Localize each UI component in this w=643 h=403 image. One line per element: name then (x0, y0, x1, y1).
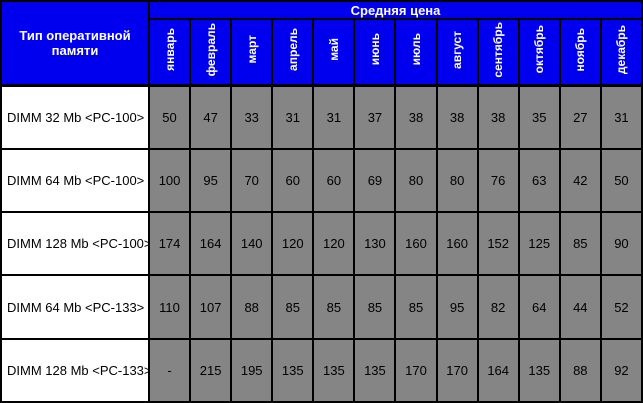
price-cell: 164 (189, 211, 233, 277)
price-cell: 76 (476, 147, 520, 214)
price-cell: 47 (189, 84, 233, 150)
price-cell: 85 (312, 274, 356, 340)
price-cell: 164 (476, 337, 520, 403)
month-header-label: ноябрь (573, 27, 588, 72)
price-cell: 60 (312, 147, 356, 214)
ram-type-cell: DIMM 32 Mb <PC-100> (0, 84, 150, 150)
ram-type-cell: DIMM 128 Mb <PC-133> (0, 337, 150, 403)
price-cell: 160 (394, 211, 438, 277)
price-cell: 95 (189, 147, 233, 214)
price-cell: 60 (271, 147, 315, 214)
price-cell: 69 (353, 147, 397, 214)
price-cell: 160 (435, 211, 479, 277)
price-cell: - (147, 337, 192, 403)
price-cell: 42 (558, 147, 602, 214)
price-cell: 107 (189, 274, 233, 340)
price-cell: 152 (476, 211, 520, 277)
price-cell: 38 (476, 84, 520, 150)
price-cell: 80 (435, 147, 479, 214)
price-cell: 110 (147, 274, 192, 340)
month-header: март (230, 18, 274, 87)
table-row: DIMM 64 Mb <PC-100> 100 95 70 60 60 69 80 80 76 63… (0, 147, 643, 214)
month-header: октябрь (517, 18, 561, 87)
price-cell: 82 (476, 274, 520, 340)
price-cell: 170 (435, 337, 479, 403)
price-cell: 215 (189, 337, 233, 403)
price-cell: 31 (271, 84, 315, 150)
ram-type-cell: DIMM 64 Mb <PC-133> (0, 274, 150, 340)
price-cell: 50 (147, 84, 192, 150)
month-header-label: декабрь (614, 24, 629, 75)
price-cell: 35 (517, 84, 561, 150)
month-header-row: январь февраль март апрель май июнь июль август… (1, 18, 643, 87)
price-cell: 85 (394, 274, 438, 340)
price-cell: 85 (271, 274, 315, 340)
month-header-label: март (244, 35, 259, 64)
price-cell: 135 (517, 337, 561, 403)
price-cell: 120 (271, 211, 315, 277)
price-cell: 195 (230, 337, 274, 403)
average-price-header: Средняя цена (148, 0, 643, 20)
price-cell: 52 (599, 274, 643, 340)
price-cell: 85 (353, 274, 397, 340)
price-cell: 95 (435, 274, 479, 340)
month-header-label: май (326, 38, 341, 61)
month-header: январь (147, 18, 192, 87)
price-cell: 38 (435, 84, 479, 150)
price-cell: 50 (599, 147, 643, 214)
table-row: DIMM 128 Mb <PC-100> 174 164 140 120 120 130 16… (0, 211, 643, 277)
month-header: ноябрь (558, 18, 602, 87)
price-cell: 31 (599, 84, 643, 150)
month-header-label: февраль (203, 22, 218, 77)
price-cell: 135 (353, 337, 397, 403)
month-header: июль (394, 18, 438, 87)
price-cell: 31 (312, 84, 356, 150)
month-header: июнь (353, 18, 397, 87)
price-cell: 88 (230, 274, 274, 340)
month-header: апрель (271, 18, 315, 87)
table-row: DIMM 64 Mb <PC-133> 110 107 88 85 85 85 85 95 82 6… (0, 274, 643, 340)
price-cell: 174 (147, 211, 192, 277)
month-header: май (312, 18, 356, 87)
price-cell: 88 (558, 337, 602, 403)
month-header: февраль (189, 18, 233, 87)
table-row: DIMM 32 Mb <PC-100> 50 47 33 31 31 37 38 38 38 35 2… (0, 84, 643, 150)
price-cell: 70 (230, 147, 274, 214)
month-header-label: октябрь (532, 25, 547, 74)
month-header-label: июль (409, 33, 423, 66)
month-header-label: январь (162, 28, 177, 71)
price-cell: 100 (147, 147, 192, 214)
month-header-label: апрель (285, 28, 300, 71)
ram-type-cell: DIMM 64 Mb <PC-100> (0, 147, 150, 214)
price-cell: 33 (230, 84, 274, 150)
price-cell: 120 (312, 211, 356, 277)
price-cell: 130 (353, 211, 397, 277)
price-cell: 64 (517, 274, 561, 340)
month-header: сентябрь (476, 18, 520, 87)
month-header-label: август (450, 30, 465, 69)
price-cell: 92 (599, 337, 643, 403)
ram-type-cell: DIMM 128 Mb <PC-100> (0, 211, 150, 277)
price-cell: 135 (271, 337, 315, 403)
price-cell: 90 (599, 211, 643, 277)
price-cell: 170 (394, 337, 438, 403)
price-cell: 27 (558, 84, 602, 150)
price-cell: 125 (517, 211, 561, 277)
group-header-row: Тип оперативной памяти Средняя цена (0, 0, 643, 87)
month-header-label: сентябрь (491, 21, 506, 78)
month-header: август (435, 18, 479, 87)
ram-type-header: Тип оперативной памяти (0, 0, 150, 87)
price-cell: 44 (558, 274, 602, 340)
price-cell: 85 (558, 211, 602, 277)
price-cell: 140 (230, 211, 274, 277)
month-header: декабрь (599, 18, 643, 87)
price-cell: 80 (394, 147, 438, 214)
price-cell: 135 (312, 337, 356, 403)
price-cell: 37 (353, 84, 397, 150)
table-row: DIMM 128 Mb <PC-133> -215 195 135 135 135 170 1… (0, 337, 643, 403)
month-header-label: июнь (367, 33, 382, 66)
price-cell: 38 (394, 84, 438, 150)
price-cell: 63 (517, 147, 561, 214)
